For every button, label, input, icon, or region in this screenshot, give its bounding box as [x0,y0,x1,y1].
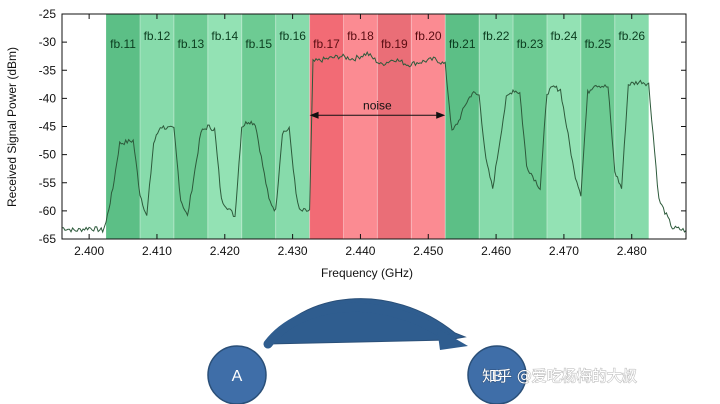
band-fb-16 [275,14,310,239]
curved-arrow-head [437,328,468,350]
x-tick-label: 2.420 [210,244,240,258]
y-tick-label: -55 [39,176,57,190]
band-label-fb-13: fb.13 [178,37,205,51]
y-tick-label: -35 [39,63,57,77]
band-fb-19 [377,14,412,239]
band-fb-11 [106,14,140,239]
band-fb-13 [173,14,208,239]
flow-diagram: A B [207,298,527,404]
x-tick-label: 2.440 [345,244,375,258]
y-tick-label: -50 [39,148,57,162]
x-tick-label: 2.470 [549,244,579,258]
channel-band-labels: fb.11 fb.12 fb.13 fb.14 fb.15 fb.16 fb.17 fb.18… [110,29,645,51]
band-label-fb-15: fb.15 [245,37,272,51]
x-tick-label: 2.450 [413,244,443,258]
channel-bands [106,14,649,239]
x-axis-label: Frequency (GHz) [321,266,413,280]
band-label-fb-12: fb.12 [144,29,171,43]
watermark-text: 知乎 @爱吃杨梅的大叔 [482,367,637,385]
band-fb-22 [479,14,514,239]
band-fb-20 [411,14,446,239]
x-axis-ticks: 2.400 2.410 2.420 2.430 2.440 2.450 2.460 2.470… [74,14,647,258]
node-a-label: A [232,368,243,385]
band-label-fb-24: fb.24 [551,29,578,43]
band-fb-17 [309,14,344,239]
band-label-fb-25: fb.25 [584,37,611,51]
band-label-fb-14: fb.14 [211,29,238,43]
band-label-fb-22: fb.22 [483,29,510,43]
band-label-fb-17: fb.17 [313,37,340,51]
y-axis-label: Received Signal Power (dBm) [5,47,19,207]
band-label-fb-23: fb.23 [517,37,544,51]
y-tick-label: -45 [39,120,57,134]
y-tick-label: -25 [39,7,57,21]
band-fb-23 [513,14,547,239]
band-label-fb-21: fb.21 [449,37,476,51]
noise-annotation: noise [309,98,446,119]
band-fb-18 [343,14,378,239]
band-label-fb-26: fb.26 [618,29,645,43]
x-tick-label: 2.430 [278,244,308,258]
y-axis-ticks: -25 -30 -35 -40 -45 -50 -55 -60 -65 [39,7,686,246]
y-tick-label: -65 [39,232,57,246]
signal-trace [62,50,687,234]
noise-arrow-right-head [436,111,446,119]
band-label-fb-16: fb.16 [279,29,306,43]
curved-arrow-body [263,302,451,349]
node-b [467,345,527,404]
node-b-label: B [492,368,503,385]
band-label-fb-20: fb.20 [415,29,442,43]
y-tick-label: -60 [39,204,57,218]
node-a [207,345,267,404]
noise-label: noise [363,98,392,112]
y-tick-label: -30 [39,35,57,49]
band-label-fb-11: fb.11 [110,37,136,51]
band-label-fb-18: fb.18 [347,29,374,43]
x-tick-label: 2.480 [617,244,647,258]
band-fb-25 [580,14,615,239]
x-tick-label: 2.410 [142,244,172,258]
x-tick-label: 2.400 [74,244,104,258]
band-fb-24 [546,14,581,239]
x-tick-label: 2.460 [481,244,511,258]
y-tick-label: -40 [39,91,57,105]
noise-arrow-left-head [309,111,319,119]
band-fb-26 [614,14,649,239]
band-label-fb-19: fb.19 [381,37,408,51]
band-fb-21 [445,14,480,239]
